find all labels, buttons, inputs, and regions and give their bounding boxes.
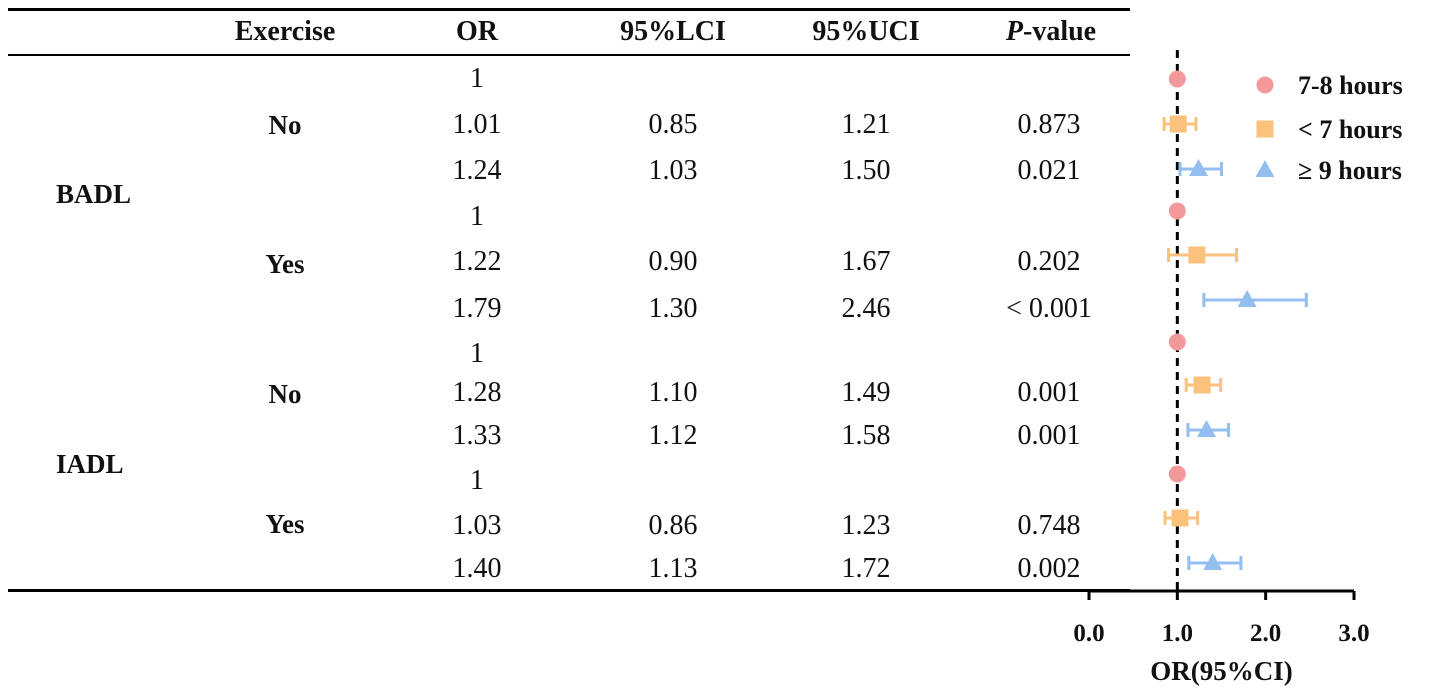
cell-or: 1.33 bbox=[452, 420, 502, 451]
point-marker bbox=[1168, 465, 1186, 483]
legend-marker bbox=[1256, 120, 1274, 138]
header-p-rest: -value bbox=[1023, 16, 1097, 47]
table-bottom-rule bbox=[8, 589, 1130, 592]
x-tick-label: 2.0 bbox=[1250, 620, 1281, 647]
cell-p: 0.001 bbox=[1017, 377, 1081, 408]
group-label-badl: BADL bbox=[56, 179, 132, 209]
x-tick-label: 3.0 bbox=[1338, 620, 1369, 647]
point-marker bbox=[1168, 70, 1186, 88]
cell-uci: 1.67 bbox=[841, 246, 891, 277]
x-tick-label: 1.0 bbox=[1162, 620, 1193, 647]
cell-or: 1.79 bbox=[452, 293, 502, 324]
cell-or: 1.24 bbox=[452, 155, 502, 186]
point-marker bbox=[1188, 246, 1206, 264]
legend-label: 7-8 hours bbox=[1298, 71, 1403, 100]
cell-lci: 0.90 bbox=[648, 246, 698, 277]
legend-label: ≥ 9 hours bbox=[1298, 156, 1402, 185]
exercise-label: No bbox=[268, 379, 302, 409]
cell-uci: 1.72 bbox=[841, 553, 891, 584]
cell-lci: 1.13 bbox=[648, 553, 698, 584]
cell-lci: 0.86 bbox=[648, 510, 698, 541]
point-marker bbox=[1189, 159, 1209, 176]
cell-or: 1.22 bbox=[452, 246, 502, 277]
x-tick-label: 0.0 bbox=[1073, 620, 1104, 647]
cell-p: 0.873 bbox=[1017, 109, 1081, 140]
cell-or: 1 bbox=[470, 63, 484, 94]
point-marker bbox=[1169, 115, 1187, 133]
cell-uci: 2.46 bbox=[841, 293, 891, 324]
legend-marker bbox=[1256, 76, 1274, 94]
cell-p: 0.748 bbox=[1017, 510, 1081, 541]
cell-or: 1.01 bbox=[452, 109, 502, 140]
cell-p: 0.021 bbox=[1017, 155, 1081, 186]
cell-lci: 1.10 bbox=[648, 377, 698, 408]
group-label-iadl: IADL bbox=[56, 449, 124, 479]
cell-p: 0.202 bbox=[1017, 246, 1081, 277]
exercise-label: No bbox=[268, 110, 302, 140]
point-marker bbox=[1168, 202, 1186, 220]
header-p-italic: P bbox=[1005, 16, 1023, 47]
cell-p: < 0.001 bbox=[1006, 293, 1092, 324]
cell-uci: 1.21 bbox=[841, 109, 891, 140]
cell-lci: 0.85 bbox=[648, 109, 698, 140]
cell-or: 1.28 bbox=[452, 377, 502, 408]
header-or: OR bbox=[456, 16, 498, 47]
point-marker bbox=[1196, 420, 1216, 437]
point-marker bbox=[1237, 290, 1257, 307]
cell-uci: 1.58 bbox=[841, 420, 891, 451]
point-marker bbox=[1193, 376, 1211, 394]
header-uci: 95%UCI bbox=[812, 16, 920, 47]
header-p-value: P-value bbox=[1006, 16, 1096, 48]
table-top-rule bbox=[8, 8, 1130, 11]
cell-lci: 1.03 bbox=[648, 155, 698, 186]
point-marker bbox=[1171, 509, 1189, 527]
exercise-label: Yes bbox=[265, 249, 305, 279]
cell-lci: 1.12 bbox=[648, 420, 698, 451]
cell-uci: 1.49 bbox=[841, 377, 891, 408]
cell-uci: 1.23 bbox=[841, 510, 891, 541]
legend-label: < 7 hours bbox=[1298, 115, 1402, 144]
header-lci: 95%LCI bbox=[620, 16, 726, 47]
cell-or: 1 bbox=[470, 338, 484, 369]
cell-or: 1 bbox=[470, 465, 484, 496]
table-header-rule bbox=[8, 54, 1130, 56]
cell-or: 1.03 bbox=[452, 510, 502, 541]
cell-or: 1 bbox=[470, 201, 484, 232]
cell-lci: 1.30 bbox=[648, 293, 698, 324]
x-axis-label: OR(95%CI) bbox=[1150, 656, 1293, 686]
header-exercise: Exercise bbox=[234, 16, 336, 47]
cell-p: 0.001 bbox=[1017, 420, 1081, 451]
point-marker bbox=[1168, 333, 1186, 351]
exercise-label: Yes bbox=[265, 509, 305, 539]
cell-p: 0.002 bbox=[1017, 553, 1081, 584]
legend-marker bbox=[1255, 160, 1275, 177]
point-marker bbox=[1203, 553, 1223, 570]
cell-uci: 1.50 bbox=[841, 155, 891, 186]
cell-or: 1.40 bbox=[452, 553, 502, 584]
